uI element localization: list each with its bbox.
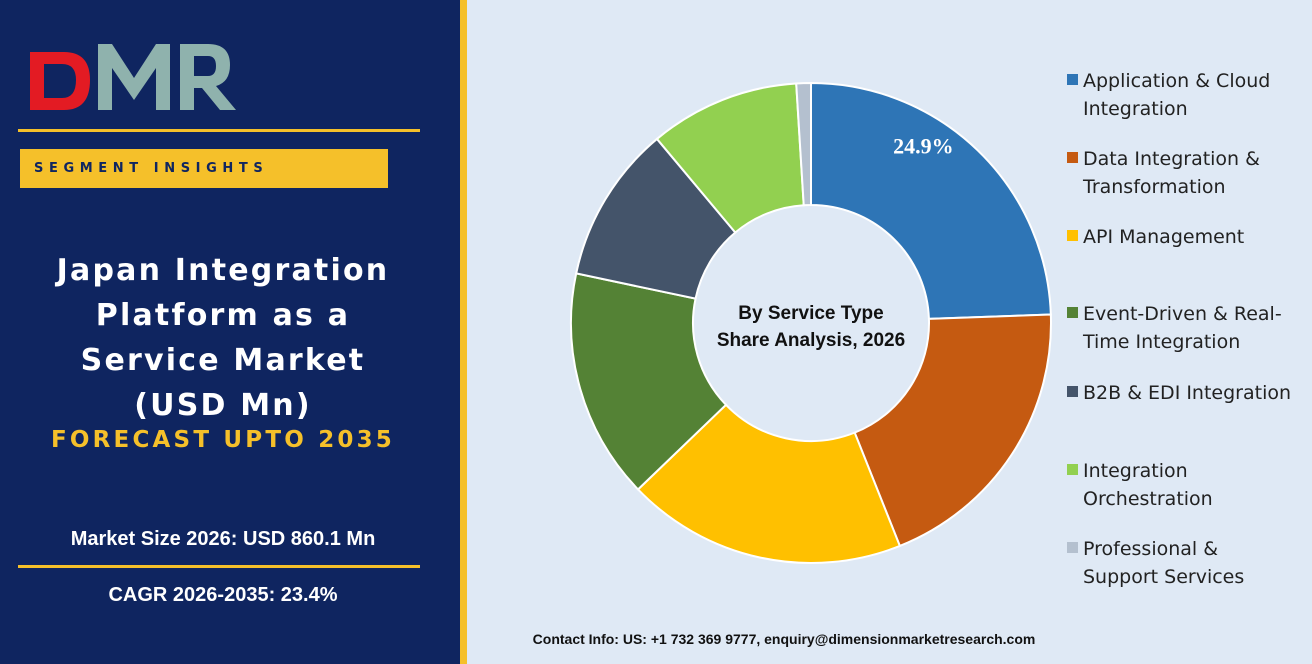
legend-swatch [1067, 74, 1078, 85]
left-panel: SEGMENT INSIGHTS Japan Integration Platf… [0, 0, 460, 664]
contact-info: Contact Info: US: +1 732 369 9777, enqui… [532, 631, 1036, 647]
legend-label-line: Professional & [1083, 538, 1219, 560]
legend-swatch [1067, 542, 1078, 553]
forecast-label: FORECAST UPTO 2035 [50, 427, 396, 453]
legend-label-line: Support Services [1083, 566, 1245, 588]
cagr-stat: CAGR 2026-2035: 23.4% [108, 584, 338, 606]
title-line-4: (USD Mn) [134, 388, 312, 423]
donut-data-labels: 24.9% [893, 134, 954, 159]
gold-divider-bottom [18, 565, 420, 568]
legend-label-line: Transformation [1083, 176, 1226, 198]
legend-label-line: Data Integration & [1083, 148, 1260, 170]
legend-swatch [1067, 230, 1078, 241]
legend-label: API Management [1083, 223, 1308, 251]
legend-label: Application & Cloud Integration [1083, 67, 1308, 123]
title-line-3: Service Market [80, 343, 366, 378]
legend-label-line: Integration [1083, 460, 1188, 482]
segment-insights-banner: SEGMENT INSIGHTS [20, 149, 388, 188]
logo-letter-d [30, 52, 90, 110]
legend-swatch [1067, 152, 1078, 163]
logo-letter-r [180, 44, 236, 110]
gold-vertical-divider [460, 0, 467, 664]
donut-center-label-line-2: Share Analysis, 2026 [717, 330, 905, 351]
slice-event-driven-and-real-time-integration [570, 272, 728, 491]
slice-api-management [636, 403, 902, 564]
legend-label-line: Orchestration [1083, 488, 1213, 510]
legend-label-line: B2B & EDI Integration [1083, 382, 1292, 404]
gold-divider-top [18, 129, 420, 132]
market-size-stat: Market Size 2026: USD 860.1 Mn [70, 528, 376, 550]
legend-label-line: Event-Driven & Real- [1083, 303, 1282, 325]
slice-application-and-cloud-integration [810, 81, 1052, 320]
legend-label-line: Integration [1083, 98, 1188, 120]
title-line-1: Japan Integration [56, 253, 390, 288]
legend-label: Event-Driven & Real- Time Integration [1083, 300, 1308, 356]
legend-label-line: API Management [1083, 226, 1245, 248]
legend-label: Professional & Support Services [1083, 535, 1308, 591]
report-title: Japan Integration Platform as a Service … [0, 248, 446, 428]
legend-label: B2B & EDI Integration [1083, 379, 1308, 407]
data-label-application-and-cloud-integration: 24.9% [893, 134, 954, 159]
slice-professional-and-support-services [795, 81, 812, 207]
logo-letter-m [98, 44, 170, 110]
legend-label: Integration Orchestration [1083, 457, 1308, 513]
dmr-logo [30, 44, 236, 110]
title-line-2: Platform as a [95, 298, 351, 333]
legend-label-line: Application & Cloud [1083, 70, 1271, 92]
legend-swatch [1067, 307, 1078, 318]
slice-data-integration-and-transformation [853, 313, 1052, 548]
legend-label-line: Time Integration [1083, 331, 1241, 353]
legend-swatch [1067, 386, 1078, 397]
legend-label: Data Integration & Transformation [1083, 145, 1308, 201]
donut-center-label-line-1: By Service Type [738, 303, 883, 324]
legend-swatch [1067, 464, 1078, 475]
donut-slices [570, 81, 1052, 564]
